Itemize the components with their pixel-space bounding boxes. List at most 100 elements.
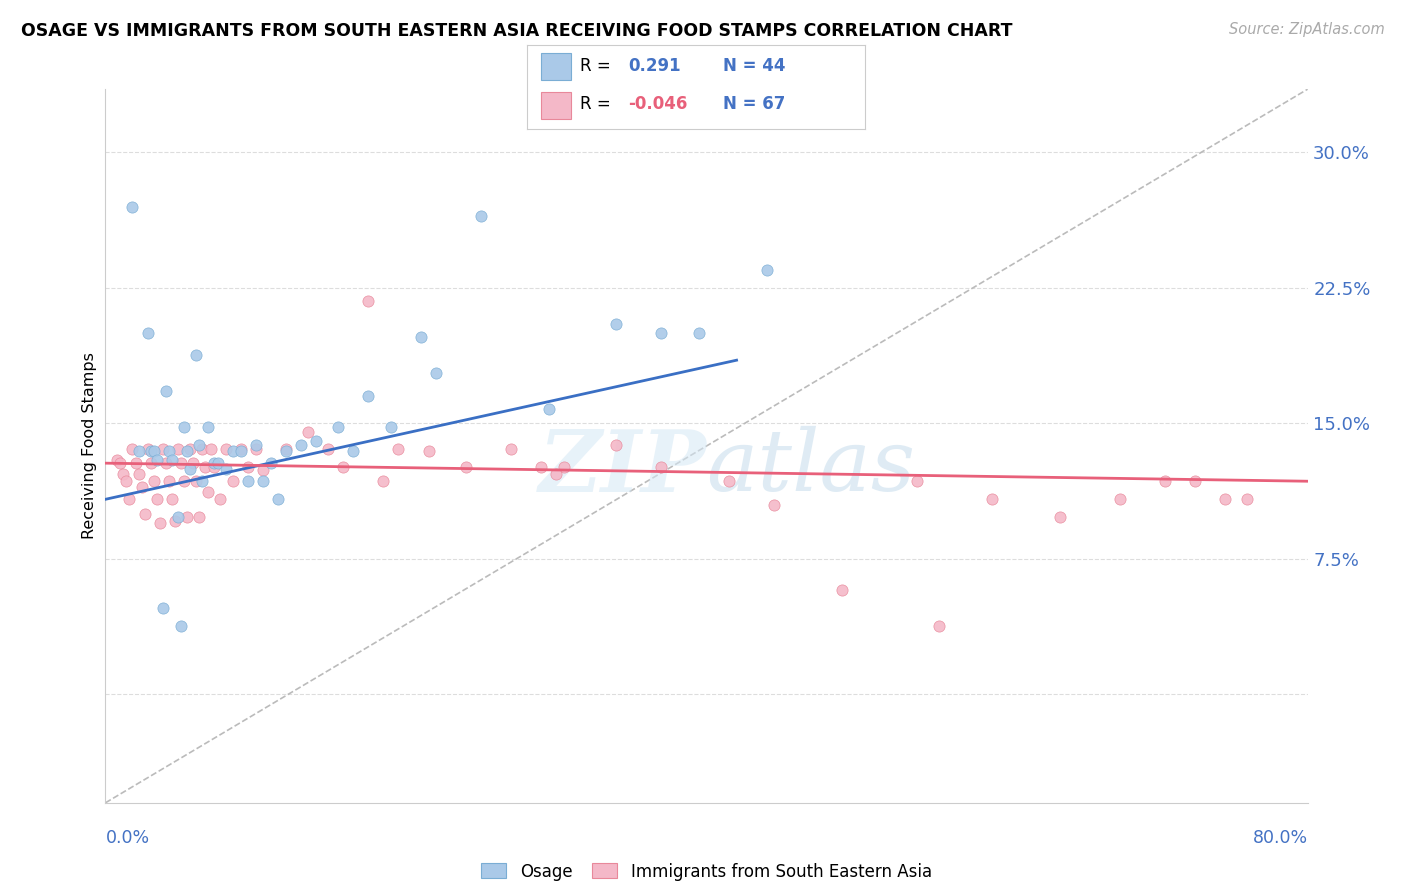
Text: atlas: atlas	[707, 426, 915, 508]
Point	[128, 443, 150, 458]
Point	[1108, 492, 1130, 507]
Point	[187, 438, 209, 452]
Point	[139, 443, 162, 458]
Point	[357, 293, 380, 308]
Point	[650, 459, 672, 474]
Point	[328, 420, 350, 434]
Point	[184, 348, 207, 362]
Point	[124, 456, 146, 470]
Point	[222, 443, 245, 458]
Point	[136, 326, 159, 340]
Point	[238, 459, 260, 474]
Point	[207, 456, 229, 470]
Point	[380, 420, 402, 434]
Point	[214, 442, 236, 456]
Point	[267, 492, 290, 507]
Point	[166, 442, 188, 456]
Point	[200, 442, 222, 456]
Point	[134, 507, 156, 521]
Point	[152, 600, 174, 615]
Text: Source: ZipAtlas.com: Source: ZipAtlas.com	[1229, 22, 1385, 37]
Point	[238, 474, 260, 488]
Point	[1049, 510, 1071, 524]
Point	[187, 510, 209, 524]
Point	[157, 443, 180, 458]
Point	[470, 209, 492, 223]
Point	[1184, 474, 1206, 488]
Text: -0.046: -0.046	[628, 95, 688, 113]
Point	[387, 442, 409, 456]
Point	[131, 480, 153, 494]
Point	[157, 474, 180, 488]
Point	[176, 443, 198, 458]
Text: OSAGE VS IMMIGRANTS FROM SOUTH EASTERN ASIA RECEIVING FOOD STAMPS CORRELATION CH: OSAGE VS IMMIGRANTS FROM SOUTH EASTERN A…	[21, 22, 1012, 40]
Point	[650, 326, 672, 340]
Point	[928, 619, 950, 633]
Point	[688, 326, 710, 340]
Point	[1236, 492, 1258, 507]
Point	[115, 474, 138, 488]
Point	[605, 438, 627, 452]
Point	[145, 492, 167, 507]
Point	[155, 456, 177, 470]
Point	[297, 425, 319, 440]
Point	[718, 474, 741, 488]
Point	[245, 438, 267, 452]
Point	[409, 329, 432, 343]
Point	[160, 452, 183, 467]
Bar	[541, 92, 571, 120]
Point	[274, 442, 297, 456]
Point	[181, 456, 204, 470]
Point	[332, 459, 354, 474]
Text: N = 44: N = 44	[723, 57, 786, 75]
Point	[1153, 474, 1175, 488]
Point	[260, 456, 283, 470]
Point	[981, 492, 1004, 507]
Point	[501, 442, 523, 456]
Point	[546, 467, 568, 481]
Point	[163, 514, 186, 528]
Point	[454, 459, 477, 474]
Point	[755, 263, 778, 277]
Point	[184, 474, 207, 488]
Point	[118, 492, 141, 507]
Point	[107, 452, 129, 467]
Point	[155, 384, 177, 398]
Point	[166, 510, 188, 524]
Point	[418, 443, 440, 458]
Point	[274, 443, 297, 458]
Point	[229, 442, 252, 456]
Point	[202, 459, 225, 474]
Point	[136, 442, 159, 456]
Point	[145, 452, 167, 467]
Point	[139, 456, 162, 470]
Point	[112, 467, 135, 481]
Bar	[541, 54, 571, 80]
Point	[173, 420, 195, 434]
Point	[831, 582, 853, 597]
Text: R =: R =	[579, 57, 610, 75]
Point	[202, 456, 225, 470]
Text: N = 67: N = 67	[723, 95, 786, 113]
Text: 80.0%: 80.0%	[1253, 829, 1308, 847]
Point	[142, 443, 165, 458]
Point	[148, 516, 170, 530]
Text: R =: R =	[579, 95, 610, 113]
Point	[142, 474, 165, 488]
Point	[537, 401, 560, 416]
Point	[252, 474, 274, 488]
Point	[110, 456, 132, 470]
Y-axis label: Receiving Food Stamps: Receiving Food Stamps	[82, 352, 97, 540]
Point	[160, 492, 183, 507]
Point	[252, 463, 274, 477]
Point	[373, 474, 395, 488]
Point	[290, 438, 312, 452]
Point	[128, 467, 150, 481]
Point	[169, 456, 191, 470]
Point	[121, 442, 143, 456]
Point	[1213, 492, 1236, 507]
Point	[342, 443, 364, 458]
Point	[152, 442, 174, 456]
Point	[197, 485, 219, 500]
Point	[763, 498, 786, 512]
